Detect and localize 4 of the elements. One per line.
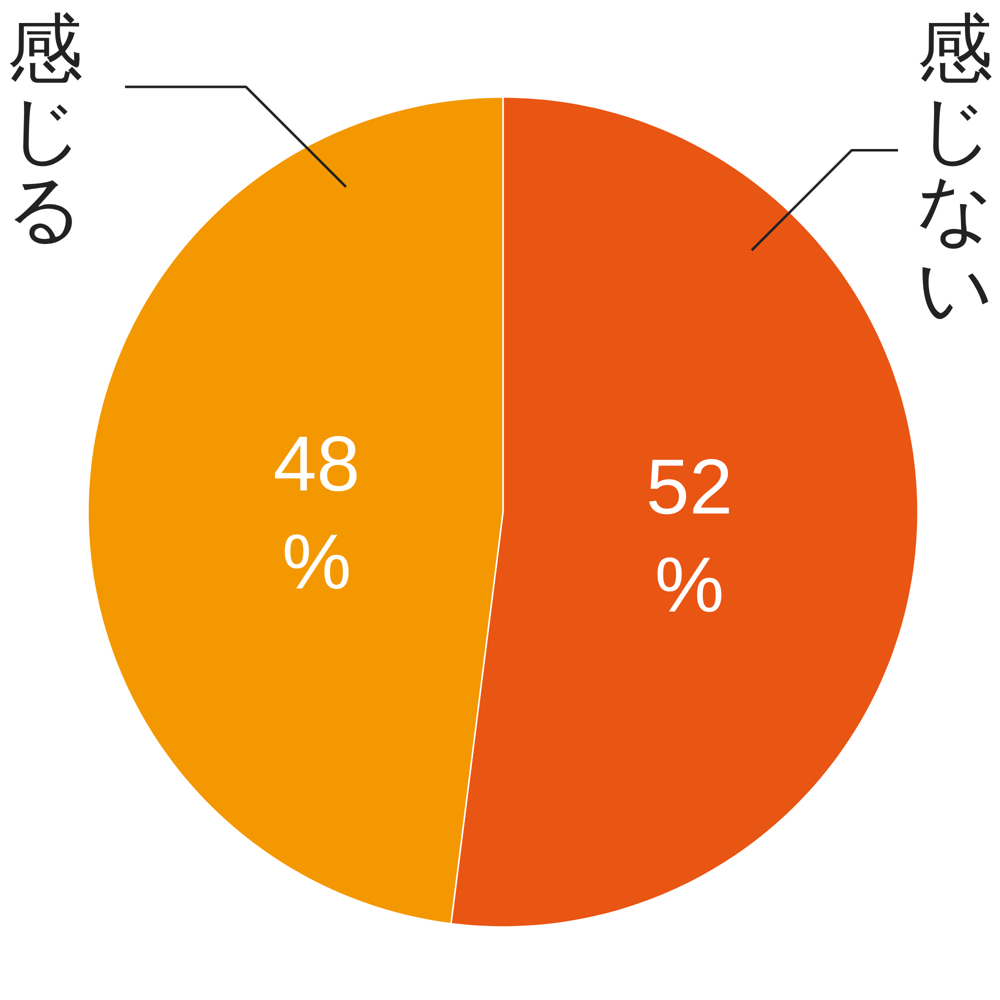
data-label: 52%	[646, 442, 733, 629]
slice-label: 感じない	[916, 4, 994, 333]
data-label: 48%	[273, 419, 360, 606]
slice-label: 感じる	[6, 4, 84, 253]
